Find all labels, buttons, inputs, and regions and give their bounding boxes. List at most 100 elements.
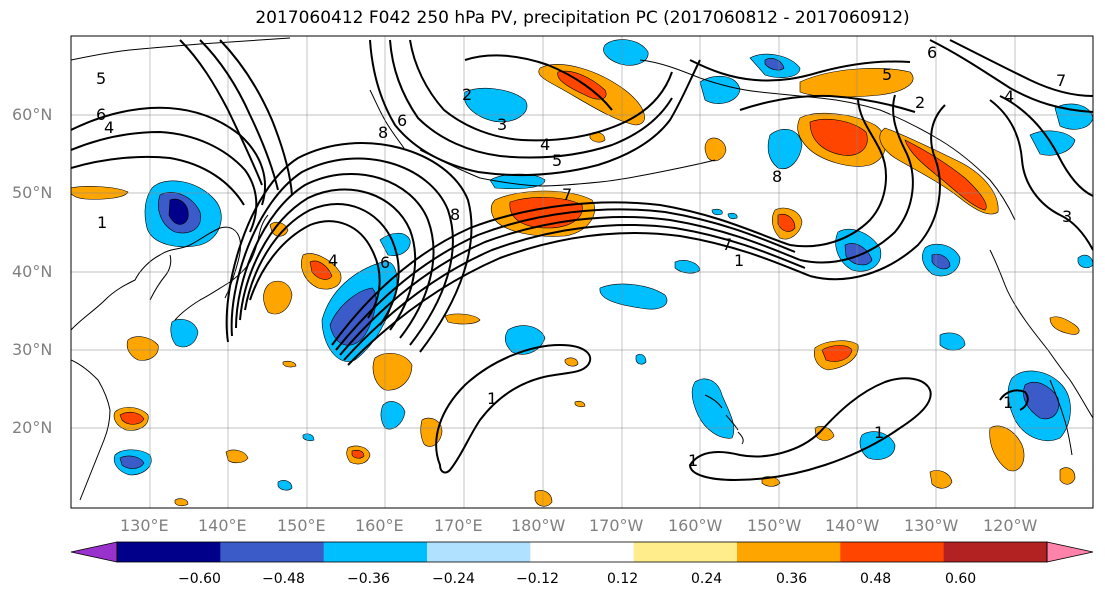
contour-label: 3: [497, 115, 507, 134]
pv-contour: [343, 224, 806, 361]
negative-patch: [711, 208, 723, 216]
korea-coastline: [149, 254, 172, 301]
negative-patch: [603, 39, 649, 66]
pv-contour: [249, 220, 381, 319]
positive-patch: [225, 449, 249, 464]
contour-label: 4: [104, 118, 114, 137]
negative-patch: [380, 401, 406, 430]
pv-contour: [809, 104, 946, 281]
pv-contour-1: [999, 389, 1029, 411]
negative-patch: [859, 431, 896, 460]
lon-label: 120°W: [983, 516, 1038, 535]
lat-label: 50°N: [12, 183, 53, 202]
contour-label: 6: [397, 111, 407, 130]
positive-patch: [174, 498, 189, 507]
colorbar-tick-label: 0.12: [607, 571, 639, 587]
lon-label: 150°E: [277, 516, 326, 535]
positive-patch: [269, 221, 289, 237]
japan-coastline: [174, 214, 269, 321]
negative-patch: [599, 283, 668, 310]
pv-contour: [71, 130, 258, 233]
pv-contour: [347, 232, 811, 366]
colorbar-tick-label: 0.48: [860, 571, 892, 587]
lon-label: 180°W: [511, 516, 566, 535]
positive-patch: [309, 260, 333, 280]
positive-patch: [263, 280, 293, 315]
colorbar-tick-label: 0.60: [945, 571, 977, 587]
contour-label: 2: [915, 93, 925, 112]
positive-patch: [1049, 316, 1080, 335]
lon-label: 130°W: [904, 516, 959, 535]
contour-label: 1: [487, 389, 497, 408]
pv-contour: [799, 94, 914, 264]
lat-label: 30°N: [12, 340, 53, 359]
negative-patch: [931, 253, 951, 270]
positive-patch: [809, 119, 868, 156]
contour-label: 8: [772, 167, 782, 186]
negative-patch: [379, 232, 411, 256]
lon-label: 160°E: [355, 516, 404, 535]
colorbar-tick-label: −0.60: [178, 571, 221, 587]
contour-label: 5: [96, 69, 106, 88]
lon-label: 130°E: [120, 516, 169, 535]
china-coastline: [71, 359, 111, 501]
pv-contour: [179, 39, 263, 186]
positive-patch: [534, 490, 553, 507]
contour-label: 7: [722, 235, 732, 254]
contour-label: 7: [1056, 71, 1066, 90]
north-america-coastline: [989, 249, 1093, 419]
contour-label: 4: [328, 251, 338, 270]
negative-patch: [463, 87, 528, 123]
contour-label: 5: [882, 65, 892, 84]
pv-contours: [71, 39, 1093, 482]
lon-label: 140°E: [198, 516, 247, 535]
negative-patch: [727, 212, 738, 220]
contour-label: 6: [96, 105, 106, 124]
colorbar-tick-label: 0.24: [691, 571, 723, 587]
pv-contour: [929, 39, 1093, 113]
contour-label: 1: [688, 451, 698, 470]
positive-patch: [372, 352, 413, 391]
alaska-coastline: [639, 59, 1016, 221]
pv-contour: [369, 39, 479, 173]
negative-patch: [302, 433, 315, 442]
colorbar-tick-label: 0.36: [776, 571, 808, 587]
negative-patch: [170, 319, 199, 348]
contour-label: 4: [540, 135, 550, 154]
contour-label: 1: [1003, 393, 1013, 412]
positive-patch: [1059, 467, 1076, 485]
contour-label: 7: [562, 185, 572, 204]
negative-patch: [939, 332, 966, 351]
pv-contour-1: [435, 343, 592, 474]
negative-patch: [691, 378, 735, 439]
contour-label: 8: [378, 123, 388, 142]
positive-patch: [989, 425, 1025, 472]
pv-contour: [71, 155, 245, 206]
positive-patch: [574, 400, 586, 408]
lon-label: 170°E: [434, 516, 483, 535]
contour-label: 6: [380, 253, 390, 272]
pv-contour: [499, 97, 673, 159]
colorbar-tick-label: −0.48: [262, 571, 305, 587]
aleutians: [419, 149, 716, 187]
pv-contour: [477, 59, 701, 177]
colorbar-tick-label: −0.24: [432, 571, 475, 587]
negative-patch: [844, 243, 873, 266]
pv-contour: [389, 39, 501, 157]
positive-patch: [126, 336, 159, 361]
contour-label: 3: [1062, 207, 1072, 226]
pv-contour-1: [688, 377, 932, 482]
colorbar-tick-label: −0.36: [347, 571, 390, 587]
negative-patch: [1029, 130, 1076, 156]
asia-coastline: [71, 226, 241, 331]
pv-contour: [409, 39, 523, 141]
colorbar-tick-label: −0.12: [516, 571, 559, 587]
graticule: [71, 36, 1093, 508]
kamchatka-coastline: [369, 89, 405, 149]
positive-patch: [119, 411, 145, 425]
map-title: 2017060412 F042 250 hPa PV, precipitatio…: [255, 8, 910, 28]
positive-patch: [564, 357, 579, 367]
positive-patch: [444, 313, 481, 325]
positive-patch: [904, 139, 987, 211]
